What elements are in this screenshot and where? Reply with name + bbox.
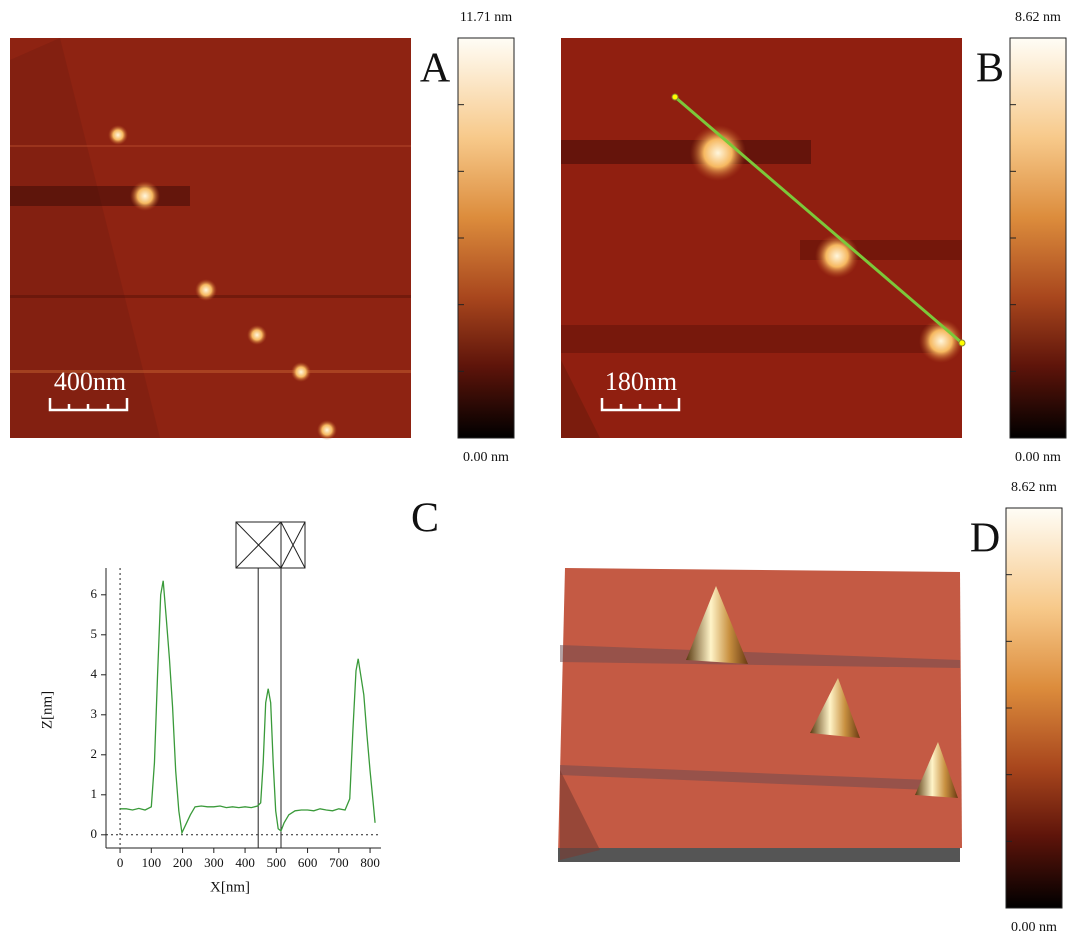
panel-label: C [411,496,439,542]
y-axis-label: Z[nm] [39,691,55,729]
colorbar-min: 0.00 nm [1011,920,1057,932]
x-tick-label: 0 [117,855,124,870]
x-tick-label: 100 [142,855,162,870]
figure: 11.71 nm 0.00 nm A 400nm 8.62 nm 0.00 nm B 180n… [0,0,1067,932]
x-tick-label: 700 [329,855,349,870]
colorbar-max: 8.62 nm [1015,10,1061,25]
scale-bar-label: 400nm [54,367,126,396]
x-axis-label: X[nm] [210,879,250,895]
colorbar-min: 0.00 nm [463,450,509,465]
profile-line [120,581,375,833]
y-tick-label: 4 [91,666,98,681]
panel-label: B [976,46,1004,92]
y-tick-label: 0 [91,826,98,841]
panel-label: A [420,46,451,92]
afm-3d-d [558,568,962,862]
x-tick-label: 600 [298,855,318,870]
y-tick-label: 5 [91,626,98,641]
colorbar [458,38,514,438]
cursor-boxes [236,522,305,568]
x-tick-label: 400 [235,855,255,870]
panel-label: D [970,516,1000,562]
x-tick-label: 200 [173,855,193,870]
x-tick-label: 500 [267,855,287,870]
colorbar-min: 0.00 nm [1015,450,1061,465]
colorbar-max: 11.71 nm [460,10,512,25]
scale-bar-label: 180nm [605,367,677,396]
x-tick-label: 300 [204,855,224,870]
colorbar [1006,508,1062,908]
colorbar-max: 8.62 nm [1011,480,1057,495]
colorbar [1010,38,1066,438]
y-tick-label: 6 [91,586,98,601]
y-tick-label: 2 [91,746,98,761]
y-tick-label: 3 [91,706,98,721]
y-tick-label: 1 [91,786,98,801]
x-tick-label: 800 [360,855,380,870]
